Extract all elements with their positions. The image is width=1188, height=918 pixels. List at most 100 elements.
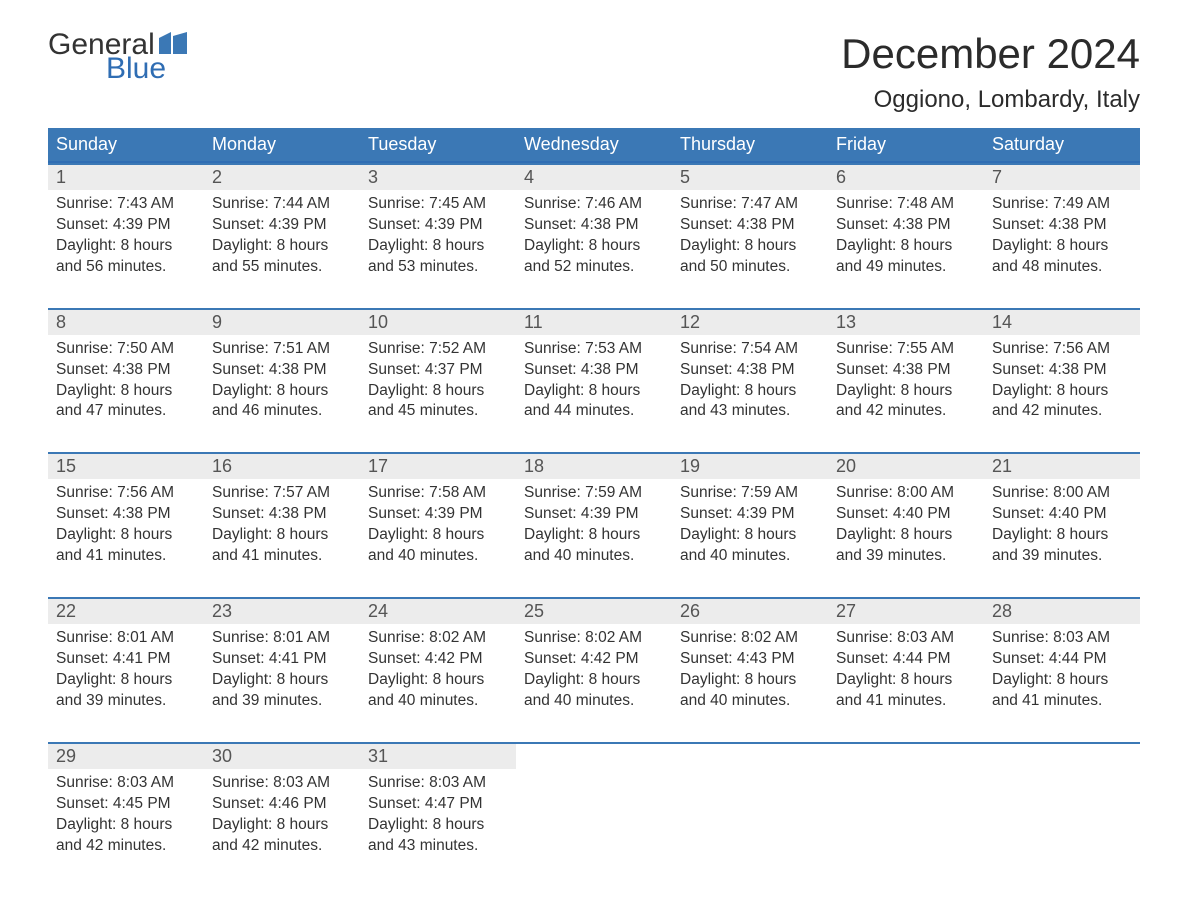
day-cell: 29Sunrise: 8:03 AMSunset: 4:45 PMDayligh…: [48, 744, 204, 863]
day-body: Sunrise: 7:50 AMSunset: 4:38 PMDaylight:…: [48, 335, 204, 429]
day-cell: 16Sunrise: 7:57 AMSunset: 4:38 PMDayligh…: [204, 454, 360, 573]
day-cell: 1Sunrise: 7:43 AMSunset: 4:39 PMDaylight…: [48, 165, 204, 284]
sunrise-line: Sunrise: 8:02 AM: [680, 628, 820, 649]
daylight-line: Daylight: 8 hours and 42 minutes.: [212, 815, 352, 857]
sunrise-line: Sunrise: 7:57 AM: [212, 483, 352, 504]
day-number: 25: [516, 599, 672, 624]
day-body: Sunrise: 7:53 AMSunset: 4:38 PMDaylight:…: [516, 335, 672, 429]
sunset-line: Sunset: 4:38 PM: [836, 215, 976, 236]
sunrise-line: Sunrise: 8:03 AM: [992, 628, 1132, 649]
sunset-line: Sunset: 4:39 PM: [368, 504, 508, 525]
sunset-line: Sunset: 4:39 PM: [56, 215, 196, 236]
day-number: 19: [672, 454, 828, 479]
dow-cell: Thursday: [672, 128, 828, 161]
daylight-line: Daylight: 8 hours and 55 minutes.: [212, 236, 352, 278]
day-cell: 26Sunrise: 8:02 AMSunset: 4:43 PMDayligh…: [672, 599, 828, 718]
day-number: 28: [984, 599, 1140, 624]
week-row: 29Sunrise: 8:03 AMSunset: 4:45 PMDayligh…: [48, 742, 1140, 863]
day-cell: 27Sunrise: 8:03 AMSunset: 4:44 PMDayligh…: [828, 599, 984, 718]
day-body: Sunrise: 8:00 AMSunset: 4:40 PMDaylight:…: [984, 479, 1140, 573]
day-number: 5: [672, 165, 828, 190]
sunset-line: Sunset: 4:46 PM: [212, 794, 352, 815]
sunset-line: Sunset: 4:44 PM: [992, 649, 1132, 670]
sunset-line: Sunset: 4:40 PM: [836, 504, 976, 525]
daylight-line: Daylight: 8 hours and 40 minutes.: [368, 525, 508, 567]
day-body: Sunrise: 7:43 AMSunset: 4:39 PMDaylight:…: [48, 190, 204, 284]
day-body: Sunrise: 7:54 AMSunset: 4:38 PMDaylight:…: [672, 335, 828, 429]
day-body: Sunrise: 7:58 AMSunset: 4:39 PMDaylight:…: [360, 479, 516, 573]
day-cell: 18Sunrise: 7:59 AMSunset: 4:39 PMDayligh…: [516, 454, 672, 573]
sunset-line: Sunset: 4:38 PM: [680, 360, 820, 381]
daylight-line: Daylight: 8 hours and 41 minutes.: [836, 670, 976, 712]
sunrise-line: Sunrise: 7:51 AM: [212, 339, 352, 360]
sunrise-line: Sunrise: 7:55 AM: [836, 339, 976, 360]
daylight-line: Daylight: 8 hours and 52 minutes.: [524, 236, 664, 278]
day-body: Sunrise: 8:00 AMSunset: 4:40 PMDaylight:…: [828, 479, 984, 573]
day-number: 18: [516, 454, 672, 479]
day-body: Sunrise: 8:03 AMSunset: 4:46 PMDaylight:…: [204, 769, 360, 863]
day-cell: 17Sunrise: 7:58 AMSunset: 4:39 PMDayligh…: [360, 454, 516, 573]
daylight-line: Daylight: 8 hours and 47 minutes.: [56, 381, 196, 423]
sunset-line: Sunset: 4:39 PM: [368, 215, 508, 236]
sunset-line: Sunset: 4:38 PM: [56, 360, 196, 381]
sunrise-line: Sunrise: 7:56 AM: [56, 483, 196, 504]
daylight-line: Daylight: 8 hours and 41 minutes.: [56, 525, 196, 567]
header: General Blue December 2024 Oggiono, Lomb…: [48, 30, 1140, 114]
sunset-line: Sunset: 4:38 PM: [836, 360, 976, 381]
sunset-line: Sunset: 4:38 PM: [680, 215, 820, 236]
sunset-line: Sunset: 4:37 PM: [368, 360, 508, 381]
daylight-line: Daylight: 8 hours and 42 minutes.: [56, 815, 196, 857]
day-number: [516, 744, 672, 769]
daylight-line: Daylight: 8 hours and 56 minutes.: [56, 236, 196, 278]
day-body: Sunrise: 8:02 AMSunset: 4:42 PMDaylight:…: [516, 624, 672, 718]
day-cell: 13Sunrise: 7:55 AMSunset: 4:38 PMDayligh…: [828, 310, 984, 429]
day-cell: [828, 744, 984, 863]
sunrise-line: Sunrise: 7:48 AM: [836, 194, 976, 215]
sunrise-line: Sunrise: 8:00 AM: [992, 483, 1132, 504]
day-number: 10: [360, 310, 516, 335]
day-number: 6: [828, 165, 984, 190]
daylight-line: Daylight: 8 hours and 43 minutes.: [368, 815, 508, 857]
day-cell: [672, 744, 828, 863]
day-body: Sunrise: 8:02 AMSunset: 4:43 PMDaylight:…: [672, 624, 828, 718]
calendar: SundayMondayTuesdayWednesdayThursdayFrid…: [48, 128, 1140, 862]
day-body: Sunrise: 7:56 AMSunset: 4:38 PMDaylight:…: [48, 479, 204, 573]
dow-cell: Sunday: [48, 128, 204, 161]
day-number: 21: [984, 454, 1140, 479]
day-body: Sunrise: 8:01 AMSunset: 4:41 PMDaylight:…: [48, 624, 204, 718]
week-row: 22Sunrise: 8:01 AMSunset: 4:41 PMDayligh…: [48, 597, 1140, 718]
day-number: 2: [204, 165, 360, 190]
daylight-line: Daylight: 8 hours and 45 minutes.: [368, 381, 508, 423]
daylight-line: Daylight: 8 hours and 46 minutes.: [212, 381, 352, 423]
day-number: 4: [516, 165, 672, 190]
day-number: 7: [984, 165, 1140, 190]
day-body: Sunrise: 7:55 AMSunset: 4:38 PMDaylight:…: [828, 335, 984, 429]
day-body: Sunrise: 8:03 AMSunset: 4:44 PMDaylight:…: [984, 624, 1140, 718]
sunset-line: Sunset: 4:41 PM: [212, 649, 352, 670]
sunrise-line: Sunrise: 7:53 AM: [524, 339, 664, 360]
sunset-line: Sunset: 4:45 PM: [56, 794, 196, 815]
daylight-line: Daylight: 8 hours and 50 minutes.: [680, 236, 820, 278]
day-body: Sunrise: 7:49 AMSunset: 4:38 PMDaylight:…: [984, 190, 1140, 284]
sunrise-line: Sunrise: 8:03 AM: [836, 628, 976, 649]
day-body: Sunrise: 7:59 AMSunset: 4:39 PMDaylight:…: [516, 479, 672, 573]
day-number: 17: [360, 454, 516, 479]
daylight-line: Daylight: 8 hours and 40 minutes.: [680, 670, 820, 712]
sunrise-line: Sunrise: 7:46 AM: [524, 194, 664, 215]
day-cell: [516, 744, 672, 863]
day-cell: 21Sunrise: 8:00 AMSunset: 4:40 PMDayligh…: [984, 454, 1140, 573]
day-number: 8: [48, 310, 204, 335]
daylight-line: Daylight: 8 hours and 40 minutes.: [368, 670, 508, 712]
sunset-line: Sunset: 4:39 PM: [524, 504, 664, 525]
sunrise-line: Sunrise: 8:01 AM: [212, 628, 352, 649]
day-number: [828, 744, 984, 769]
day-number: 13: [828, 310, 984, 335]
sunrise-line: Sunrise: 7:56 AM: [992, 339, 1132, 360]
day-body: Sunrise: 8:01 AMSunset: 4:41 PMDaylight:…: [204, 624, 360, 718]
day-cell: 23Sunrise: 8:01 AMSunset: 4:41 PMDayligh…: [204, 599, 360, 718]
day-cell: 7Sunrise: 7:49 AMSunset: 4:38 PMDaylight…: [984, 165, 1140, 284]
sunset-line: Sunset: 4:39 PM: [212, 215, 352, 236]
day-cell: 22Sunrise: 8:01 AMSunset: 4:41 PMDayligh…: [48, 599, 204, 718]
day-body: Sunrise: 7:52 AMSunset: 4:37 PMDaylight:…: [360, 335, 516, 429]
sunset-line: Sunset: 4:44 PM: [836, 649, 976, 670]
